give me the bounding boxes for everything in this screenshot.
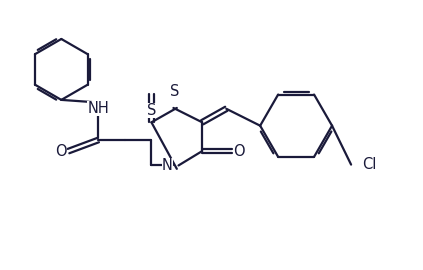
Text: Cl: Cl — [362, 157, 376, 172]
Text: O: O — [233, 144, 245, 158]
Text: O: O — [55, 144, 67, 158]
Text: NH: NH — [87, 101, 109, 116]
Text: S: S — [170, 84, 179, 99]
Text: N: N — [162, 158, 173, 173]
Text: S: S — [147, 103, 156, 118]
